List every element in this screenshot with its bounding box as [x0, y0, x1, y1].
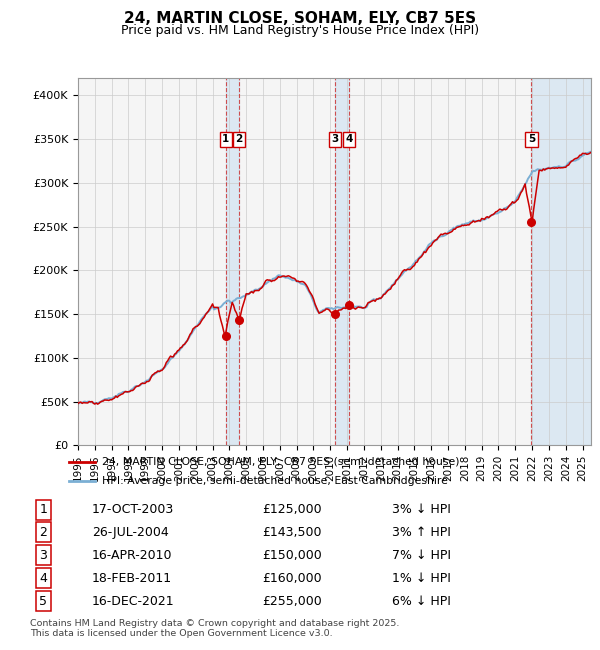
Text: 4: 4	[40, 572, 47, 585]
Text: £255,000: £255,000	[262, 595, 322, 608]
Text: HPI: Average price, semi-detached house, East Cambridgeshire: HPI: Average price, semi-detached house,…	[102, 476, 448, 486]
Text: 3% ↓ HPI: 3% ↓ HPI	[392, 503, 451, 516]
Text: 5: 5	[40, 595, 47, 608]
Bar	[335, 78, 349, 445]
Text: 16-APR-2010: 16-APR-2010	[92, 549, 173, 562]
Text: 4: 4	[346, 134, 353, 144]
Text: 3% ↑ HPI: 3% ↑ HPI	[392, 526, 451, 539]
Text: 2: 2	[235, 134, 242, 144]
Text: 5: 5	[528, 134, 535, 144]
Text: £150,000: £150,000	[262, 549, 322, 562]
Text: 26-JUL-2004: 26-JUL-2004	[92, 526, 169, 539]
Text: 16-DEC-2021: 16-DEC-2021	[92, 595, 175, 608]
Text: 2: 2	[40, 526, 47, 539]
Text: 3: 3	[40, 549, 47, 562]
Bar	[532, 78, 591, 445]
Text: 7% ↓ HPI: 7% ↓ HPI	[392, 549, 451, 562]
Text: 18-FEB-2011: 18-FEB-2011	[92, 572, 172, 585]
Text: 17-OCT-2003: 17-OCT-2003	[92, 503, 175, 516]
Text: 24, MARTIN CLOSE, SOHAM, ELY, CB7 5ES (semi-detached house): 24, MARTIN CLOSE, SOHAM, ELY, CB7 5ES (s…	[102, 457, 460, 467]
Text: 6% ↓ HPI: 6% ↓ HPI	[392, 595, 451, 608]
Text: 24, MARTIN CLOSE, SOHAM, ELY, CB7 5ES: 24, MARTIN CLOSE, SOHAM, ELY, CB7 5ES	[124, 11, 476, 26]
Text: Price paid vs. HM Land Registry's House Price Index (HPI): Price paid vs. HM Land Registry's House …	[121, 24, 479, 37]
Text: 1: 1	[222, 134, 229, 144]
Bar	[226, 78, 239, 445]
Text: 3: 3	[332, 134, 339, 144]
Text: £143,500: £143,500	[262, 526, 322, 539]
Text: £125,000: £125,000	[262, 503, 322, 516]
Text: 1% ↓ HPI: 1% ↓ HPI	[392, 572, 451, 585]
Text: Contains HM Land Registry data © Crown copyright and database right 2025.
This d: Contains HM Land Registry data © Crown c…	[30, 619, 400, 638]
Text: 1: 1	[40, 503, 47, 516]
Text: £160,000: £160,000	[262, 572, 322, 585]
